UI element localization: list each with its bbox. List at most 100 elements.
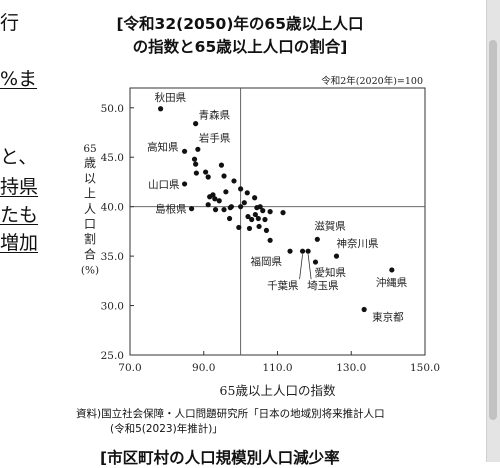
y-tick-label: 30.0 xyxy=(101,301,124,313)
next-section-title: [市区町村の人口規模別人口減少率 xyxy=(100,449,340,467)
data-point xyxy=(205,202,211,208)
data-point xyxy=(205,174,211,180)
y-axis-label-char: 以 xyxy=(84,171,96,185)
y-tick-label: 40.0 xyxy=(101,202,124,214)
chart-title-line-2: の指数と65歳以上人口の割合] xyxy=(132,38,348,56)
x-tick-label: 90.0 xyxy=(192,362,215,374)
data-point xyxy=(257,204,263,210)
point-label: 千葉県 xyxy=(267,279,299,292)
data-point xyxy=(193,161,199,167)
data-point xyxy=(193,170,199,176)
point-label: 東京都 xyxy=(372,311,404,324)
y-axis-label-char: 合 xyxy=(84,246,96,261)
data-point-神奈川県 xyxy=(333,253,340,259)
vertical-scrollbar[interactable] xyxy=(486,0,500,462)
y-axis-label-char: (%) xyxy=(81,265,99,277)
data-point-青森県 xyxy=(193,121,199,127)
data-point xyxy=(226,215,233,222)
data-point xyxy=(236,224,242,231)
data-point xyxy=(246,225,253,232)
data-point xyxy=(241,200,247,206)
y-tick-label: 45.0 xyxy=(101,152,124,164)
data-point xyxy=(202,169,209,175)
data-point xyxy=(245,213,251,220)
text-fragment: 持県 xyxy=(0,176,39,198)
leader-line xyxy=(299,254,303,280)
point-label: 青森県 xyxy=(199,109,231,122)
data-point xyxy=(252,195,258,201)
point-label: 岩手県 xyxy=(199,131,231,144)
x-tick-label: 70.0 xyxy=(118,362,141,374)
data-point xyxy=(262,216,268,223)
data-point xyxy=(267,209,273,215)
data-point xyxy=(216,198,222,204)
data-point xyxy=(207,194,213,200)
data-point xyxy=(191,156,198,162)
point-label: 島根県 xyxy=(155,203,187,216)
point-label: 滋賀県 xyxy=(314,219,346,232)
data-point xyxy=(263,227,270,233)
point-label: 山口県 xyxy=(148,179,180,191)
data-point xyxy=(223,189,229,195)
y-axis-label-char: 歳 xyxy=(84,156,96,170)
data-point-沖縄県 xyxy=(389,267,395,273)
y-axis-label-char: 人 xyxy=(84,202,96,216)
data-point-東京都 xyxy=(361,306,367,313)
data-point-秋田県 xyxy=(158,106,164,112)
data-point-滋賀県 xyxy=(314,236,320,242)
point-label: 福岡県 xyxy=(251,255,283,268)
text-fragment: 行 xyxy=(0,12,20,34)
text-fragment: 増加 xyxy=(0,232,39,254)
point-label: 愛知県 xyxy=(314,266,346,279)
y-tick-label: 25.0 xyxy=(101,350,124,362)
x-tick-label: 150.0 xyxy=(410,362,440,374)
data-point xyxy=(267,237,273,243)
data-point xyxy=(218,162,225,168)
point-label: 秋田県 xyxy=(155,91,187,104)
y-axis-label-char: 65 xyxy=(83,143,96,155)
data-point-愛知県 xyxy=(312,259,319,265)
data-point xyxy=(227,205,233,211)
data-point xyxy=(221,207,227,213)
data-point-山口県 xyxy=(181,181,188,187)
point-label: 沖縄県 xyxy=(376,276,408,289)
point-label: 神奈川県 xyxy=(337,237,379,250)
text-fragment: と、 xyxy=(0,146,38,168)
data-point xyxy=(238,204,244,210)
y-tick-label: 50.0 xyxy=(101,103,124,115)
source-note-line-2: (令和5(2023)年推計)」 xyxy=(110,423,223,435)
data-point xyxy=(249,216,255,223)
chart-subtitle: 令和2年(2020年)=100 xyxy=(321,75,423,87)
leader-line xyxy=(307,254,312,280)
data-point xyxy=(252,211,258,218)
y-axis-label-char: 上 xyxy=(84,187,96,201)
data-point xyxy=(244,190,250,196)
point-label: 埼玉県 xyxy=(307,279,339,292)
data-point xyxy=(212,196,218,202)
source-note-line-1: 資料)国立社会保障・人口問題研究所「日本の地域別将来推計人口 xyxy=(76,408,385,420)
data-point xyxy=(255,215,261,222)
scrollbar-thumb[interactable] xyxy=(489,40,497,420)
data-point xyxy=(280,210,286,216)
chart-title-line-1: [令和32(2050)年の65歳以上人口 xyxy=(116,15,364,33)
data-point xyxy=(231,178,237,184)
data-point xyxy=(260,208,266,214)
y-axis-label-char: 割 xyxy=(84,231,96,246)
data-point-千葉県 xyxy=(299,248,306,254)
scatter-chart: 25.0 30.0 35.0 40.0 45.0 50.0 70.0 90.0 110.0 130… xyxy=(81,75,440,398)
point-label: 高知県 xyxy=(147,140,179,153)
data-point-高知県 xyxy=(181,148,188,154)
data-point-島根県 xyxy=(188,206,195,212)
data-point xyxy=(212,207,219,213)
data-point-福岡県 xyxy=(287,248,293,254)
y-axis-label-char: 口 xyxy=(84,217,96,231)
text-fragment: %ま xyxy=(0,68,38,90)
data-point-埼玉県 xyxy=(305,248,311,254)
x-tick-label: 110.0 xyxy=(262,362,292,374)
data-point xyxy=(221,173,227,179)
data-point-岩手県 xyxy=(195,146,201,152)
text-fragment: たも xyxy=(0,204,39,226)
x-tick-label: 130.0 xyxy=(336,362,366,374)
data-point xyxy=(256,223,262,230)
data-point xyxy=(238,186,244,192)
